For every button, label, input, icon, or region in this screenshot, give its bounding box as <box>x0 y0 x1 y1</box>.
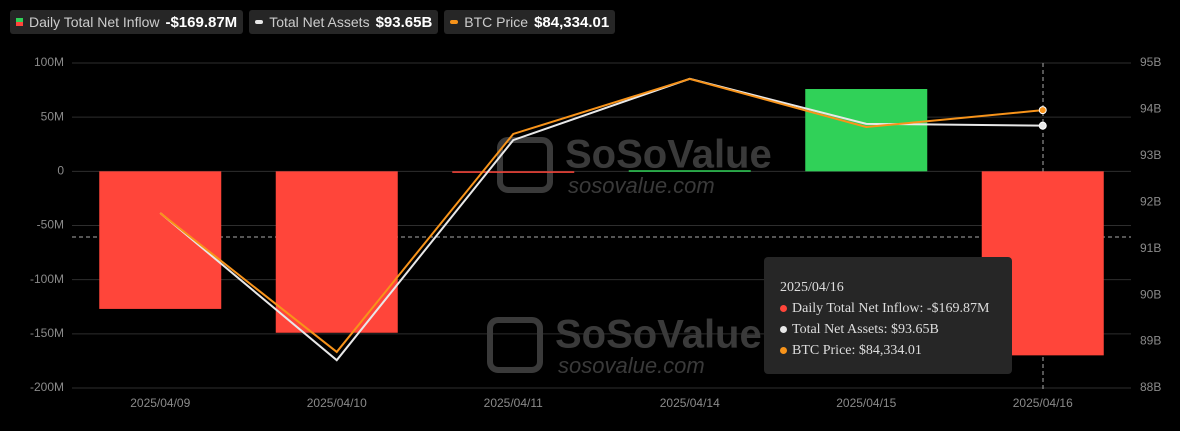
legend-label: Total Net Assets <box>269 14 370 30</box>
watermark-brand: SoSoValue <box>565 133 772 177</box>
bar <box>805 89 928 172</box>
y2-tick-label: 91B <box>1140 241 1161 255</box>
y2-tick-label: 93B <box>1140 148 1161 162</box>
legend-value: $84,334.01 <box>534 13 610 31</box>
legend-label: BTC Price <box>464 14 529 30</box>
tooltip-row: BTC Price: $84,334.01 <box>780 340 996 361</box>
bar <box>452 171 575 173</box>
y-tick-label: -150M <box>30 326 64 340</box>
legend-value: $93.65B <box>375 13 433 31</box>
legend-marker <box>16 18 23 26</box>
x-tick-label: 2025/04/10 <box>307 396 367 410</box>
legend-item[interactable]: Daily Total Net Inflow -$169.87M <box>10 10 244 34</box>
y-tick-label: 50M <box>41 109 64 123</box>
line <box>159 77 1043 354</box>
legend-marker <box>255 20 264 24</box>
point <box>1038 106 1047 115</box>
bar <box>628 170 751 172</box>
x-tick-label: 2025/04/14 <box>660 396 720 410</box>
bar <box>99 171 222 309</box>
tooltip-text: BTC Price: $84,334.01 <box>792 342 922 358</box>
x-tick-label: 2025/04/09 <box>130 396 190 410</box>
watermark-brand: SoSoValue <box>555 313 762 357</box>
y2-tick-label: 88B <box>1140 380 1161 394</box>
tooltip-text: Total Net Assets: $93.65B <box>792 321 939 337</box>
y-tick-label: -100M <box>30 272 64 286</box>
legend-item[interactable]: BTC Price $84,334.01 <box>444 10 616 34</box>
tooltip-title: 2025/04/16 <box>780 279 844 295</box>
y-tick-label: -200M <box>30 380 64 394</box>
x-tick-label: 2025/04/16 <box>1013 396 1073 410</box>
legend: Daily Total Net Inflow -$169.87M Total Ne… <box>10 10 616 34</box>
y-tick-label: 0 <box>57 164 64 178</box>
legend-marker <box>450 20 459 24</box>
legend-value: -$169.87M <box>165 13 238 31</box>
y2-tick-label: 94B <box>1140 102 1161 116</box>
tooltip-row: Total Net Assets: $93.65B <box>780 319 996 340</box>
legend-label: Daily Total Net Inflow <box>29 14 160 30</box>
bar <box>275 171 398 333</box>
tooltip-row: Daily Total Net Inflow: -$169.87M <box>780 298 996 319</box>
y2-tick-label: 90B <box>1140 287 1161 301</box>
x-tick-label: 2025/04/15 <box>836 396 896 410</box>
watermark-url: sosovalue.com <box>568 173 715 198</box>
legend-item[interactable]: Total Net Assets $93.65B <box>249 10 439 34</box>
tooltip: 2025/04/16 Daily Total Net Inflow: -$169… <box>764 257 1012 374</box>
y-tick-label: 100M <box>34 55 64 69</box>
y2-tick-label: 92B <box>1140 194 1161 208</box>
watermark-logo <box>487 317 543 373</box>
watermark-url: sosovalue.com <box>558 353 705 378</box>
x-tick-label: 2025/04/11 <box>484 396 543 410</box>
y2-tick-label: 95B <box>1140 55 1161 69</box>
point <box>1038 121 1047 130</box>
y2-tick-label: 89B <box>1140 334 1161 348</box>
watermark-logo <box>497 137 553 193</box>
tooltip-text: Daily Total Net Inflow: -$169.87M <box>792 300 990 316</box>
y-tick-label: -50M <box>37 218 64 232</box>
